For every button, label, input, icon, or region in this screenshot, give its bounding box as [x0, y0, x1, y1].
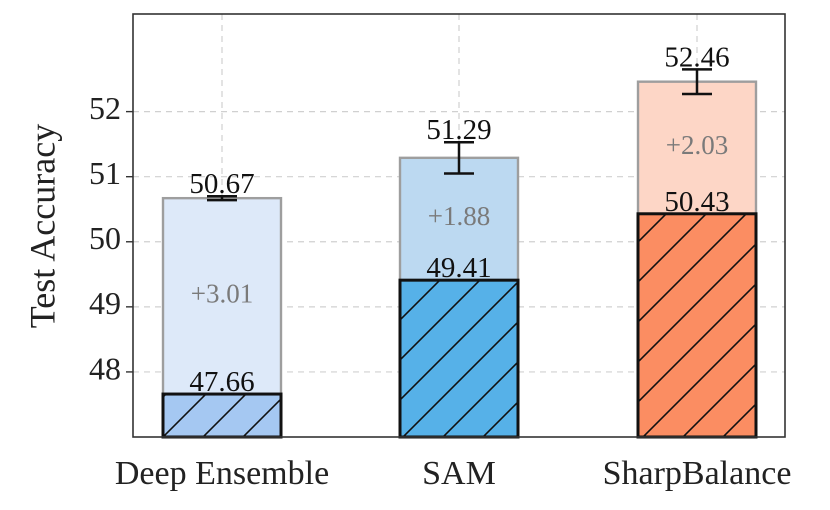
- y-axis-title: Test Accuracy: [22, 124, 62, 328]
- gain-label: +1.88: [428, 201, 490, 231]
- y-tick-label: 51: [89, 155, 121, 191]
- x-category-label: Deep Ensemble: [115, 455, 329, 492]
- gain-label: +2.03: [666, 130, 728, 160]
- bars: [161, 68, 758, 439]
- y-tick-label: 48: [89, 350, 121, 386]
- base-bar-hatch: [400, 280, 518, 437]
- top-value-label: 50.67: [189, 168, 254, 200]
- y-tick-label: 49: [89, 285, 121, 321]
- x-category-label: SharpBalance: [603, 455, 792, 492]
- gain-label: +3.01: [191, 278, 253, 308]
- y-tick-label: 52: [89, 90, 121, 126]
- base-bar-hatch: [163, 394, 281, 437]
- base-value-label: 50.43: [664, 186, 729, 218]
- base-value-label: 49.41: [426, 252, 491, 284]
- x-category-label: SAM: [422, 455, 496, 492]
- base-value-label: 47.66: [189, 366, 254, 398]
- plot-frame: [132, 13, 786, 438]
- top-value-label: 52.46: [664, 41, 729, 73]
- y-tick-label: 50: [89, 220, 121, 256]
- base-bar-hatch: [638, 213, 756, 437]
- data-labels: 50.67 47.66 +3.01 51.29 49.41 +1.88 52.46 50.43…: [189, 41, 729, 398]
- top-value-label: 51.29: [426, 114, 491, 146]
- axes: 48 49 50 51 52 Deep Ensemble SAM SharpBalance: [89, 90, 791, 492]
